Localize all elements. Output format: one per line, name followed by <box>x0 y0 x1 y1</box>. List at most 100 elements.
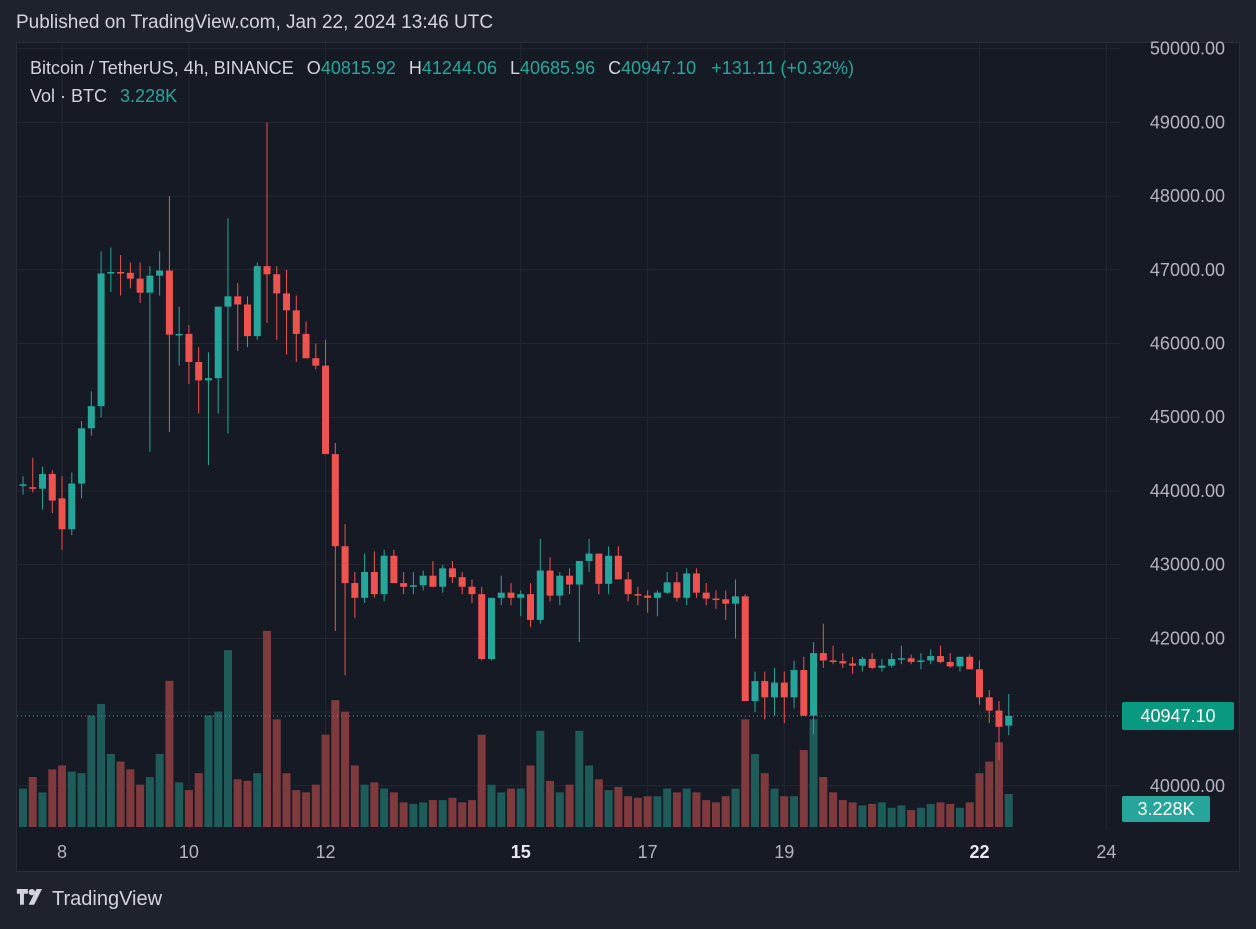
candle-body <box>985 697 993 711</box>
y-axis: 40000.0041000.0042000.0043000.0044000.00… <box>1150 39 1225 796</box>
price-overlays: 40947.10 3.228K <box>17 701 1234 822</box>
volume-bar <box>28 777 37 827</box>
candle-body <box>995 710 1003 727</box>
volume-bar <box>116 761 125 827</box>
high-value: 41244.06 <box>421 58 497 78</box>
candle-body <box>243 304 251 337</box>
published-header: Published on TradingView.com, Jan 22, 20… <box>16 12 494 33</box>
candle-body <box>302 333 310 359</box>
candle-body <box>351 583 359 598</box>
volume-label[interactable]: Vol · BTC <box>30 86 108 106</box>
volume-bar <box>965 802 974 827</box>
volume-bar <box>682 788 691 827</box>
candle-body <box>683 573 691 598</box>
candle-body <box>897 658 905 660</box>
volume-bar <box>790 796 799 827</box>
candle-body <box>731 596 739 604</box>
volume-bar <box>145 777 154 827</box>
candle-body <box>48 473 56 501</box>
candle-body <box>78 428 86 484</box>
candle-body <box>117 272 125 274</box>
candle-body <box>556 575 564 596</box>
candle-body <box>390 555 398 584</box>
candle-body <box>810 653 818 716</box>
candle-body <box>478 594 486 659</box>
symbol-title[interactable]: Bitcoin / TetherUS, 4h, BINANCE <box>30 58 294 78</box>
candle-body <box>653 592 661 598</box>
volume-bar <box>380 788 389 827</box>
low-value: 40685.96 <box>520 58 596 78</box>
candle-body <box>156 270 164 276</box>
volume-bar <box>487 784 496 827</box>
candle-body <box>790 670 798 698</box>
volume-bar <box>302 792 311 827</box>
volume-bar <box>819 777 828 827</box>
candle-body <box>283 293 291 311</box>
volume-bar <box>594 779 603 827</box>
volume-bar <box>214 711 223 827</box>
candle-body <box>234 296 242 305</box>
volume-bar <box>741 719 750 827</box>
candle-body <box>312 358 320 366</box>
volume-bar <box>536 730 545 827</box>
volume-bar <box>936 802 945 827</box>
change-value: +131.11 (+0.32%) <box>711 58 854 78</box>
volume-bar <box>223 650 232 827</box>
y-tick-label: 44000.00 <box>1150 481 1225 501</box>
volume-bar <box>282 773 291 827</box>
candle-body <box>224 296 232 307</box>
candle-body <box>907 658 915 662</box>
candle-body <box>429 575 437 587</box>
volume-bar <box>1004 793 1013 827</box>
volume-bar <box>907 810 916 827</box>
volume-bar <box>751 753 759 827</box>
candle-body <box>829 660 837 662</box>
last-volume-tag <box>1122 796 1210 822</box>
volume-bar <box>614 787 623 827</box>
candle-body <box>68 483 76 530</box>
candle-body <box>585 553 593 561</box>
volume-bar <box>175 782 184 827</box>
volume-bar <box>604 790 613 827</box>
candle-body <box>1005 715 1013 726</box>
volume-bar <box>58 765 67 827</box>
volume-bar <box>624 796 633 827</box>
open-label: O <box>306 58 321 78</box>
candle-body <box>819 653 827 661</box>
candle-body <box>341 546 349 584</box>
open-value: 40815.92 <box>320 58 396 78</box>
candle-body <box>839 661 847 664</box>
volume-bar <box>253 773 262 827</box>
volume-bar <box>985 761 994 827</box>
volume-bar <box>575 730 584 827</box>
volume-bar <box>946 803 955 827</box>
volume-bar <box>87 715 96 827</box>
close-value: 40947.10 <box>621 58 697 78</box>
volume-bar <box>916 807 925 827</box>
volume-bar <box>448 797 457 827</box>
last-price-tag <box>1122 701 1234 730</box>
candle-body <box>448 568 456 578</box>
volume-value: 3.228K <box>120 86 178 106</box>
volume-bar <box>38 792 47 827</box>
volume-bar <box>692 792 701 827</box>
volume-bar <box>477 734 486 827</box>
candle-body <box>58 498 66 530</box>
volume-bar <box>409 803 418 827</box>
volume-bar <box>995 742 1003 827</box>
candle-body <box>263 266 271 275</box>
volume-bar <box>555 792 564 827</box>
candle-body <box>458 577 466 587</box>
volume-bar <box>507 788 515 827</box>
close-label: C <box>608 58 622 78</box>
high-label: H <box>408 58 422 78</box>
volume-bar <box>97 703 106 827</box>
x-tick-label: 15 <box>511 842 531 862</box>
candle-body <box>936 656 944 662</box>
volume-bar <box>672 792 681 827</box>
volume-bar <box>263 630 271 827</box>
candle-body <box>439 568 447 587</box>
footer-brand[interactable]: TradingView <box>16 888 162 911</box>
volume-bar <box>48 769 57 827</box>
